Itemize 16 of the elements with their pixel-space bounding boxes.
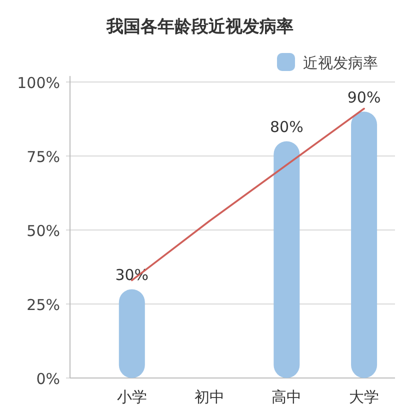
x-tick-label: 初中 (194, 388, 224, 406)
y-tick-label: 50% (26, 222, 60, 240)
x-tick-label: 大学 (349, 388, 380, 406)
x-tick-label: 小学 (116, 388, 147, 406)
y-tick-label: 100% (17, 74, 60, 92)
y-tick-label: 75% (26, 148, 60, 166)
data-label: 90% (347, 88, 381, 107)
bar (351, 112, 378, 378)
bar (274, 141, 300, 378)
x-tick-label: 高中 (272, 388, 302, 406)
data-label: 80% (270, 118, 304, 136)
bar (118, 289, 145, 378)
chart-title: 我国各年龄段近视发病率 (106, 17, 294, 37)
y-tick-label: 25% (26, 296, 60, 314)
y-tick-label: 0% (36, 370, 60, 388)
legend-label: 近视发病率 (303, 54, 378, 72)
